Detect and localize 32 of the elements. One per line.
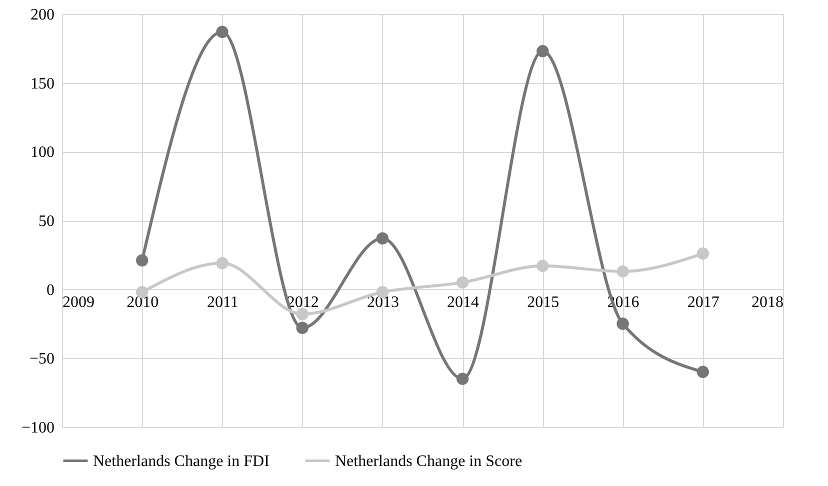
y-tick-label: 150 [30,75,54,92]
y-tick-label: 0 [46,282,54,299]
x-tick-label: 2014 [447,294,480,311]
point [296,322,308,334]
x-tick-label: 2012 [286,294,319,311]
legend-label: Netherlands Change in Score [335,452,522,470]
point [136,254,148,267]
y-tick-label: 200 [30,6,54,24]
point [456,372,469,385]
x-tick-label: 2010 [126,294,159,311]
x-tick-label: 2009 [62,294,94,311]
y-tick-label: 100 [30,144,54,162]
point [296,308,308,320]
point [536,260,549,272]
point [616,265,629,278]
y-tick-label: −100 [21,420,54,436]
x-tick-label: 2015 [527,294,560,311]
x-tick-label: 2018 [752,294,784,311]
point [216,26,228,38]
y-tick-label: 50 [38,213,54,230]
x-tick-label: 2013 [366,294,399,311]
legend-label: Netherlands Change in FDI [93,452,270,470]
point [536,45,549,58]
x-tick-label: 2017 [687,294,720,311]
y-tick-label: −50 [29,350,54,368]
point [376,232,389,245]
point [696,366,710,378]
point [216,257,228,270]
x-tick-label: 2011 [207,294,238,311]
point [616,318,629,330]
point [696,247,710,260]
point [456,276,469,289]
